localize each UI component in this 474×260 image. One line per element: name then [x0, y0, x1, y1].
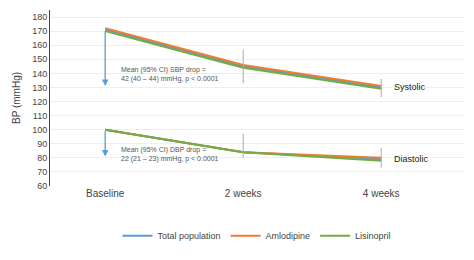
- svg-text:160: 160: [32, 40, 47, 50]
- svg-text:80: 80: [37, 153, 47, 163]
- svg-text:Lisinopril: Lisinopril: [355, 231, 391, 241]
- svg-text:Mean (95% CI) DBP drop =22 (21: Mean (95% CI) DBP drop =22 (21 – 23) mmH…: [121, 146, 219, 163]
- svg-text:170: 170: [32, 26, 47, 36]
- svg-text:120: 120: [32, 97, 47, 107]
- svg-text:110: 110: [33, 111, 47, 121]
- svg-text:Amlodipine: Amlodipine: [266, 231, 311, 241]
- svg-text:Diastolic: Diastolic: [394, 154, 429, 164]
- svg-text:60: 60: [37, 181, 47, 191]
- svg-text:Systolic: Systolic: [394, 82, 426, 92]
- svg-text:180: 180: [32, 12, 47, 22]
- svg-text:Mean (95% CI) SBP drop =42 (40: Mean (95% CI) SBP drop =42 (40 – 44) mmH…: [121, 66, 219, 83]
- svg-text:4 weeks: 4 weeks: [363, 188, 400, 199]
- svg-text:70: 70: [37, 167, 47, 177]
- svg-text:130: 130: [32, 83, 47, 93]
- svg-text:BP (mmHg): BP (mmHg): [11, 72, 22, 124]
- svg-text:140: 140: [32, 69, 47, 79]
- svg-text:Baseline: Baseline: [86, 188, 125, 199]
- svg-text:100: 100: [32, 125, 47, 135]
- svg-text:Total population: Total population: [158, 231, 221, 241]
- svg-text:90: 90: [37, 139, 47, 149]
- svg-text:150: 150: [32, 54, 47, 64]
- svg-text:2 weeks: 2 weeks: [225, 188, 262, 199]
